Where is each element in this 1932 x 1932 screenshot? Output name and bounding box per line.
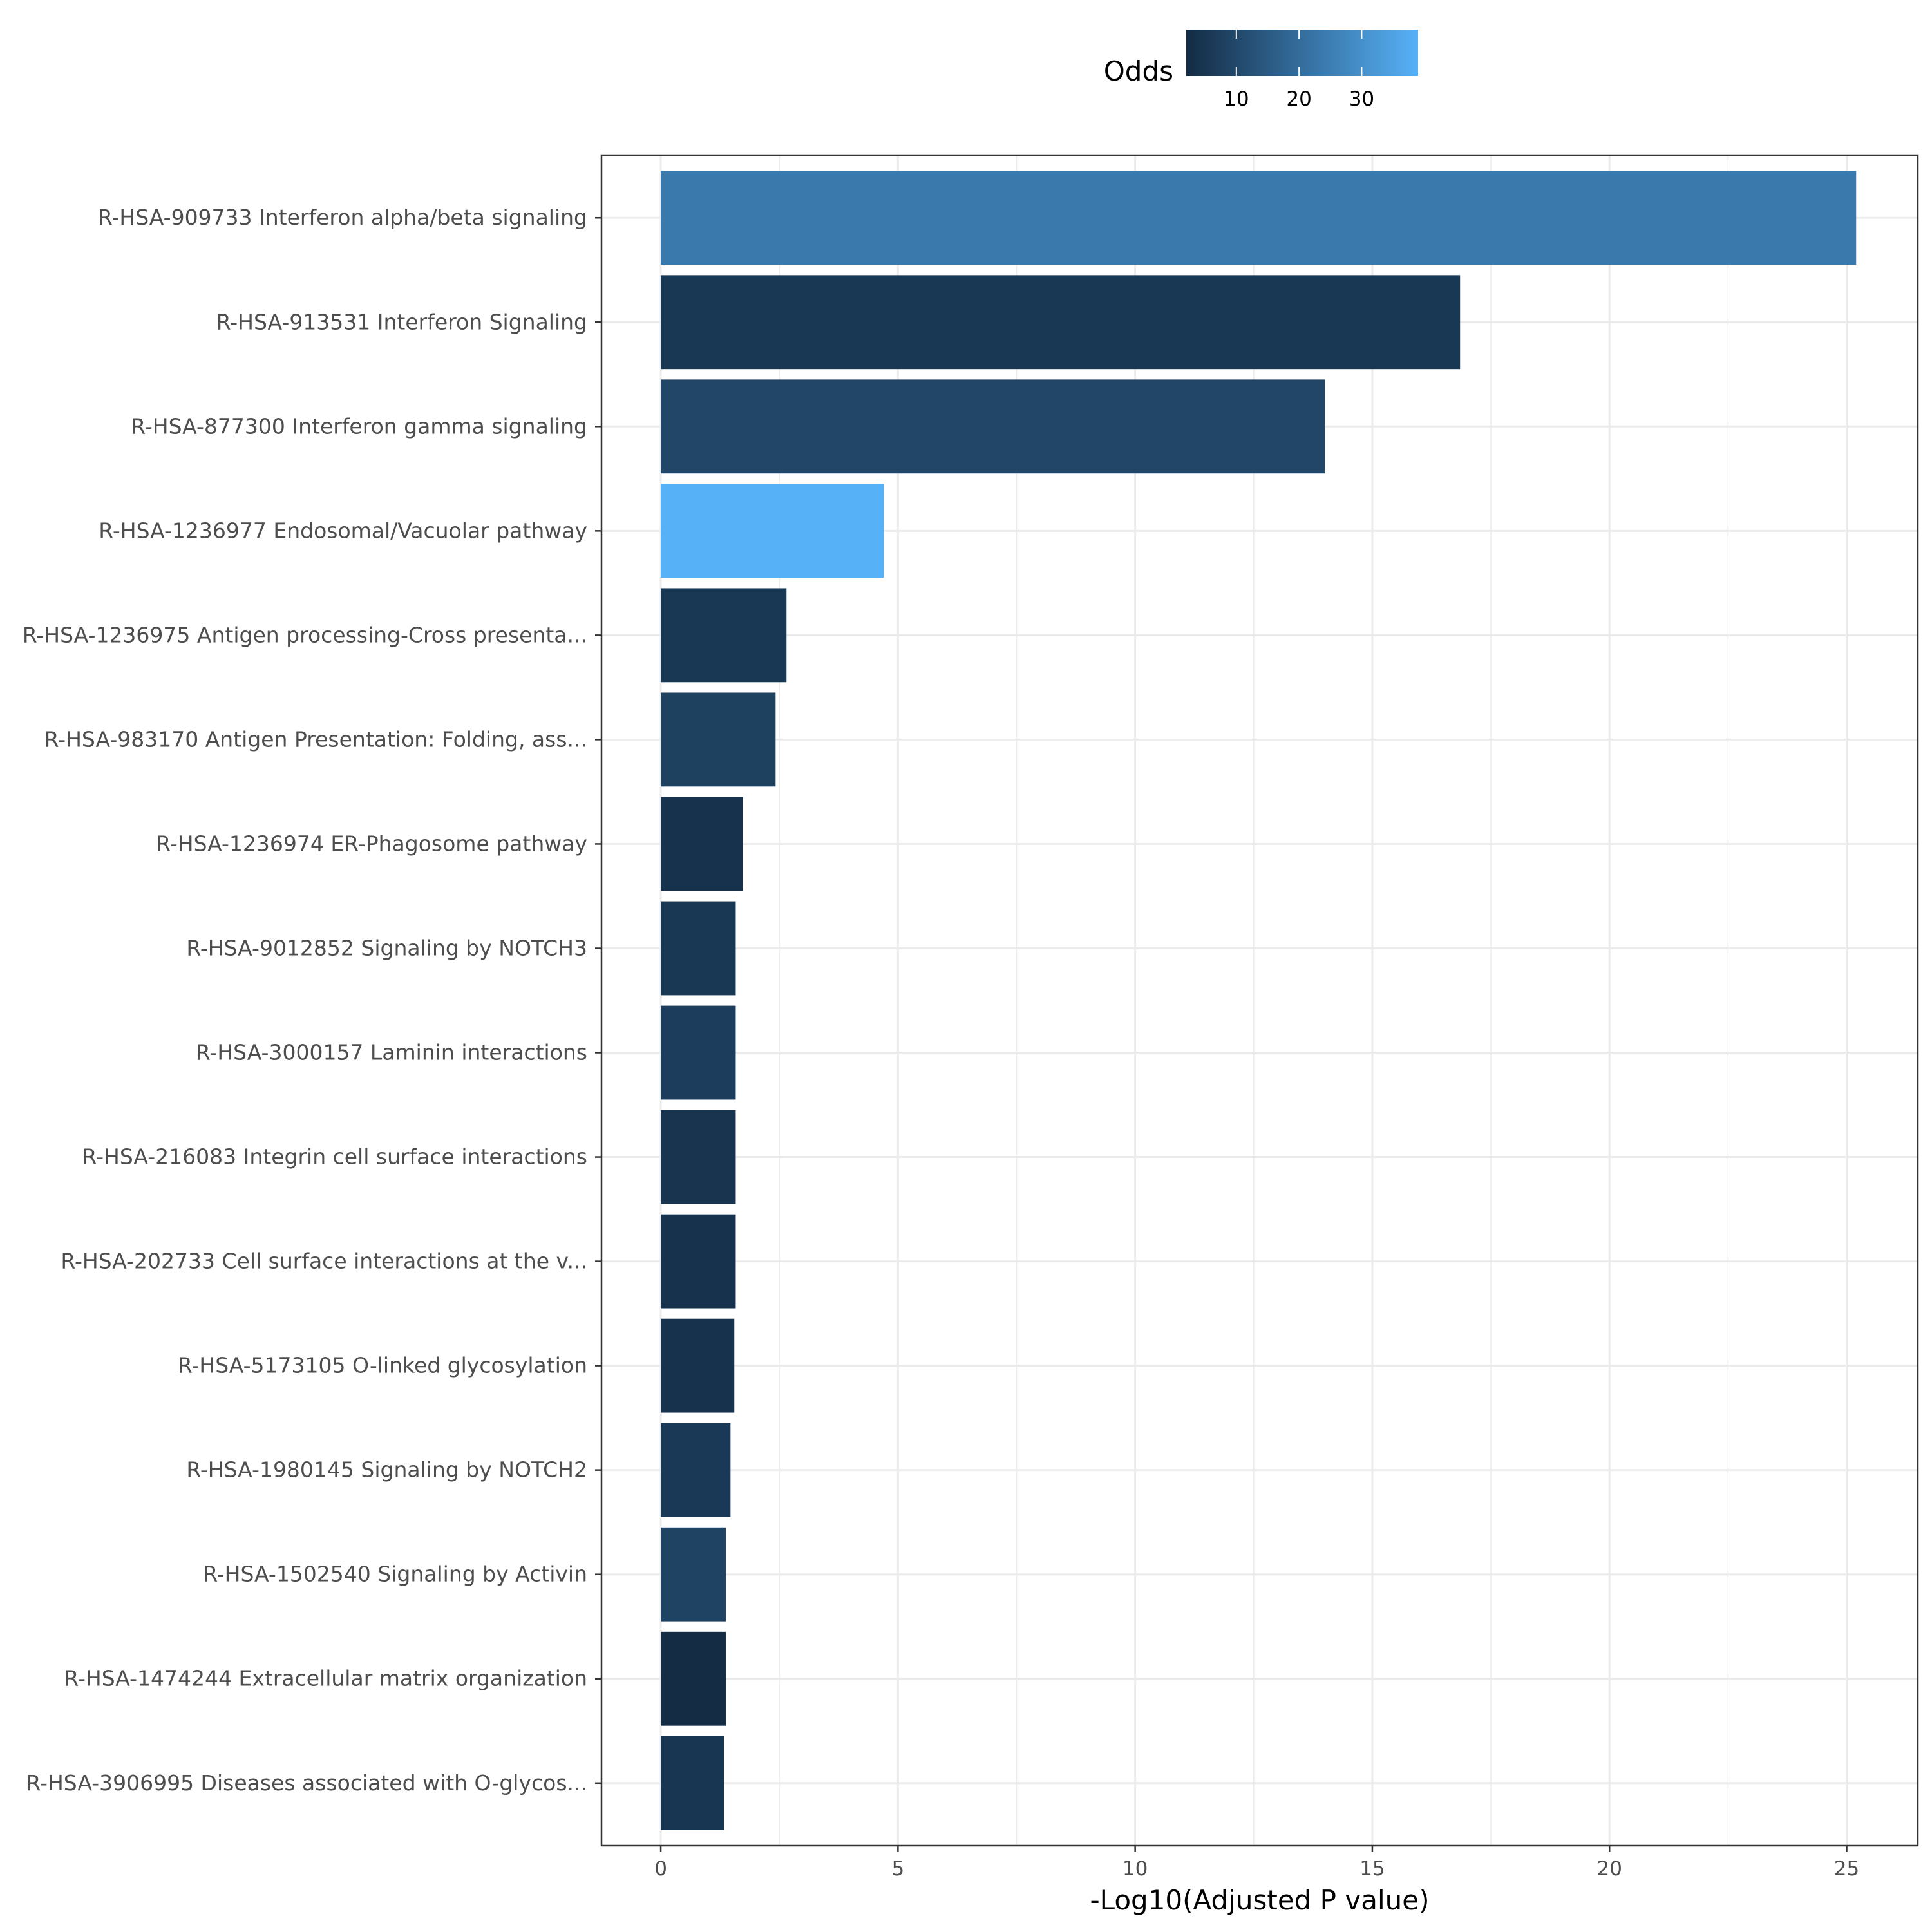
bar [661,1631,726,1726]
bar [661,171,1857,265]
y-tick-label: R-HSA-1236977 Endosomal/Vacuolar pathway [99,518,587,543]
bar [661,275,1461,370]
y-axis: R-HSA-909733 Interferon alpha/beta signa… [23,205,601,1795]
x-tick-label: 20 [1596,1857,1622,1880]
y-tick-label: R-HSA-5173105 O-linked glycosylation [178,1353,587,1378]
y-tick-label: R-HSA-1236975 Antigen processing-Cross p… [23,622,587,647]
bar [661,1214,736,1309]
x-axis: 0 5 10 15 20 25 [654,1846,1859,1880]
bar [661,1110,736,1204]
y-tick-label: R-HSA-3000157 Laminin interactions [196,1040,587,1065]
y-tick-label: R-HSA-983170 Antigen Presentation: Foldi… [44,726,587,752]
legend: Odds 10 20 30 [1104,30,1418,111]
bar [661,901,736,996]
bar [661,1423,731,1517]
legend-tick-label: 30 [1349,88,1374,111]
y-tick-label: R-HSA-9012852 Signaling by NOTCH3 [186,935,587,960]
bar [661,1318,735,1413]
x-tick-label: 15 [1359,1857,1385,1880]
y-tick-label: R-HSA-1236974 ER-Phagosome pathway [156,831,587,856]
plot-border [600,154,1919,1847]
x-axis-title: -Log10(Adjusted P value) [1090,1884,1430,1916]
bar [661,1527,726,1622]
y-tick-label: R-HSA-877300 Interferon gamma signaling [131,413,587,439]
bar [661,1005,736,1100]
legend-tick-label: 20 [1286,88,1311,111]
x-tick-label: 0 [654,1857,667,1880]
y-tick-label: R-HSA-216083 Integrin cell surface inter… [82,1144,587,1170]
y-tick-label: R-HSA-909733 Interferon alpha/beta signa… [98,205,587,230]
y-tick-label: R-HSA-913531 Interferon Signaling [216,309,587,334]
bars [661,171,1857,1830]
x-tick-label: 5 [891,1857,904,1880]
y-tick-label: R-HSA-3906995 Diseases associated with O… [26,1770,587,1795]
bar [661,1736,724,1830]
x-tick-label: 10 [1122,1857,1148,1880]
legend-tick-label: 10 [1224,88,1249,111]
legend-title: Odds [1104,55,1173,87]
legend-colorbar [1186,30,1418,76]
y-tick-label: R-HSA-1980145 Signaling by NOTCH2 [186,1457,587,1482]
legend-ticks: 10 20 30 [1224,30,1374,111]
y-tick-label: R-HSA-1502540 Signaling by Activin [203,1562,587,1587]
x-tick-label: 25 [1834,1857,1859,1880]
bar [661,692,776,787]
bar [661,797,743,891]
y-tick-label: R-HSA-202733 Cell surface interactions a… [61,1249,587,1274]
bar [661,379,1325,474]
y-tick-label: R-HSA-1474244 Extracellular matrix organ… [64,1666,587,1691]
bar [661,484,884,578]
bar [661,588,787,683]
